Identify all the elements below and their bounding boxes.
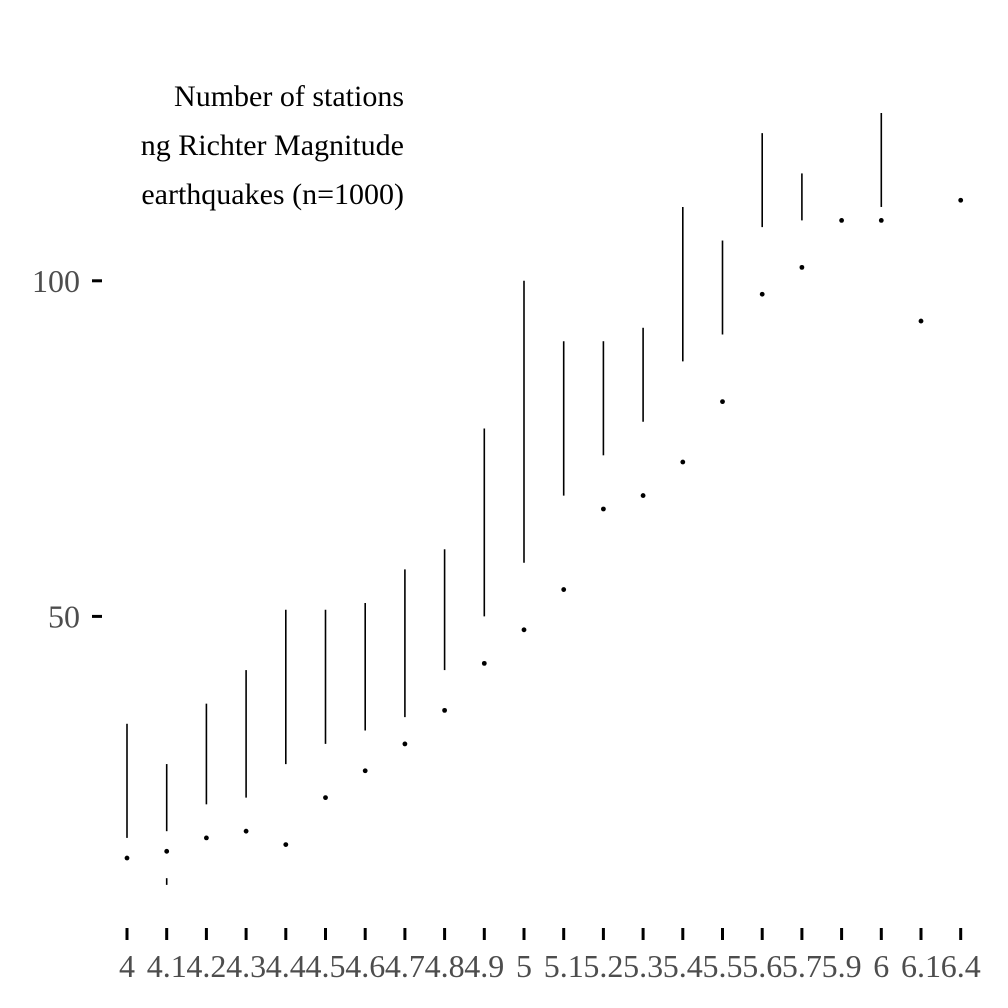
median-point — [720, 399, 725, 405]
median-point — [442, 707, 447, 713]
x-tick-label: 4.1 — [147, 948, 187, 984]
median-point — [561, 587, 567, 592]
x-tick-label: 5.7 — [782, 948, 822, 984]
median-point — [402, 741, 408, 747]
x-tick-label: 4.6 — [345, 948, 385, 984]
median-point — [243, 828, 249, 834]
x-tick-label: 5.5 — [703, 948, 743, 984]
median-point — [680, 459, 686, 465]
median-point — [283, 842, 289, 848]
median-point — [958, 197, 964, 203]
median-point — [759, 291, 765, 297]
median-point — [640, 493, 646, 498]
median-point — [878, 217, 884, 223]
title-line-3: earthquakes (n=1000) — [141, 178, 404, 211]
median-point — [521, 627, 527, 633]
median-point — [323, 795, 328, 801]
median-point — [164, 848, 170, 854]
median-point — [362, 768, 368, 774]
x-axis: 4 4.1 4.2 4.3 4.4 4.5 4.6 4.7 4.8 4.9 5 5.1 5.2 5.3 5.… — [119, 928, 981, 984]
median-point — [799, 264, 805, 270]
title-line-1: Number of stations — [174, 80, 404, 113]
x-tick-label: 5.4 — [663, 948, 703, 984]
median-point — [204, 835, 209, 841]
median-point — [601, 506, 606, 512]
x-tick-label: 4.4 — [266, 948, 306, 984]
y-axis: 50 100 — [32, 263, 102, 634]
x-tick-label: 6 — [873, 948, 889, 984]
x-tick-label: 5.9 — [822, 948, 862, 984]
y-tick-label: 100 — [32, 263, 80, 299]
x-tick-label: 4.9 — [464, 948, 504, 984]
x-tick-label: 4 — [119, 948, 135, 984]
x-tick-label: 5.3 — [623, 948, 663, 984]
x-tick-label: 5.6 — [742, 948, 782, 984]
x-tick-label: 6.4 — [941, 948, 981, 984]
x-tick-label: 4.2 — [186, 948, 226, 984]
x-tick-label: 6.1 — [901, 948, 941, 984]
median-point — [481, 660, 487, 666]
x-tick-label: 4.5 — [306, 948, 346, 984]
x-tick-label: 4.8 — [425, 948, 465, 984]
title-line-2: ng Richter Magnitude — [140, 129, 404, 162]
median-point — [839, 217, 844, 223]
median-point — [918, 318, 924, 324]
x-tick-label: 5.2 — [583, 948, 623, 984]
median-point — [124, 855, 130, 861]
x-tick-label: 5 — [516, 948, 532, 984]
y-tick-label: 50 — [48, 598, 80, 634]
plot-area — [124, 113, 964, 885]
x-tick-label: 4.7 — [385, 948, 425, 984]
x-tick-label: 4.3 — [226, 948, 266, 984]
x-tick-label: 5.1 — [544, 948, 584, 984]
